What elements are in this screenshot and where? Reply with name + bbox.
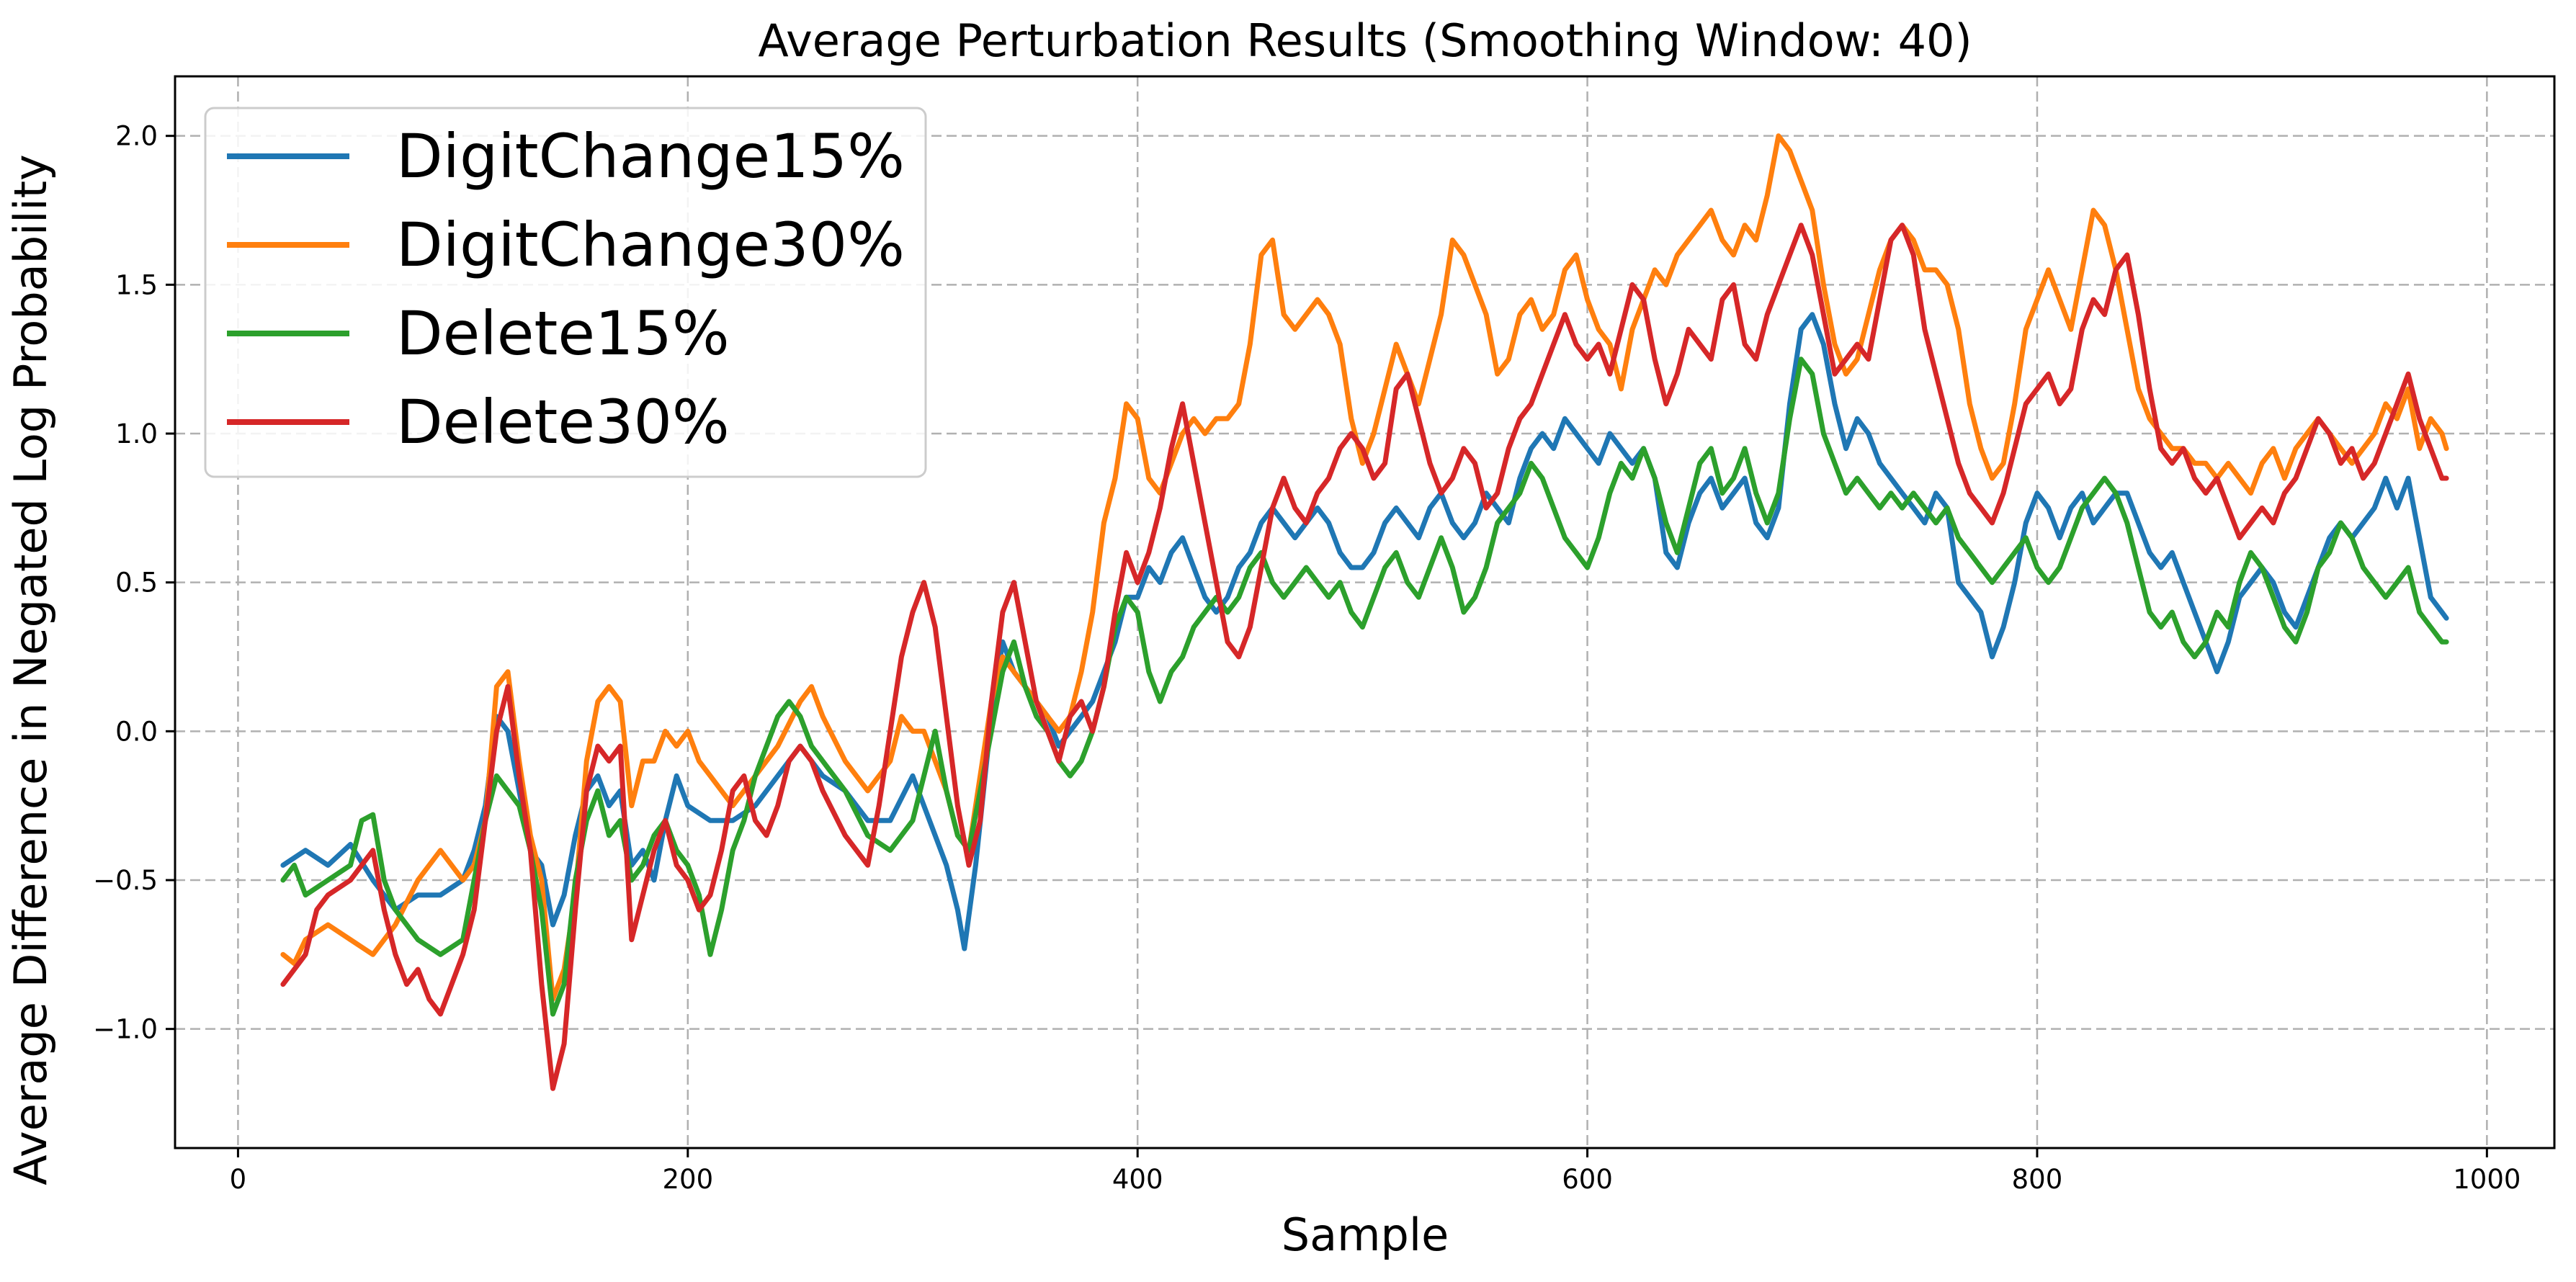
legend-label: Delete15% (396, 298, 730, 369)
x-tick-label: 600 (1562, 1164, 1613, 1195)
y-tick-label: 2.0 (115, 121, 158, 152)
series-lines (280, 133, 2449, 1091)
y-tick-label: −1.0 (93, 1014, 158, 1045)
legend-label: DigitChange15% (396, 121, 905, 192)
series-line-digitchange30pct (280, 133, 2449, 1002)
y-tick-label: 1.0 (115, 418, 158, 449)
series-line-delete15pct (280, 357, 2449, 1017)
series-line-digitchange15pct (280, 312, 2449, 951)
x-tick-label: 200 (662, 1164, 713, 1195)
legend-label: Delete30% (396, 387, 730, 457)
x-tick-label: 1000 (2453, 1164, 2521, 1195)
legend: DigitChange15% DigitChange30% Delete15% Del… (204, 107, 927, 478)
y-axis-ticks: −1.0 −0.5 0.0 0.5 1.0 1.5 2.0 (93, 121, 175, 1045)
y-axis-label: Average Difference in Negated Log Probab… (4, 154, 57, 1185)
y-tick-label: 0.0 (115, 716, 158, 747)
legend-label: DigitChange30% (396, 210, 905, 280)
x-axis-ticks: 0 200 400 600 800 1000 (230, 1148, 2521, 1195)
x-tick-label: 400 (1112, 1164, 1163, 1195)
plot-frame (174, 75, 2556, 1149)
y-tick-label: 1.5 (115, 269, 158, 300)
series-line-delete30pct (280, 223, 2449, 1091)
y-tick-label: −0.5 (93, 865, 158, 896)
y-tick-label: 0.5 (115, 568, 158, 599)
x-tick-label: 800 (2012, 1164, 2063, 1195)
chart-title: Average Perturbation Results (Smoothing … (758, 14, 1972, 67)
legend-box (204, 107, 927, 478)
x-axis-label: Sample (1282, 1209, 1449, 1261)
x-tick-label: 0 (230, 1164, 247, 1195)
